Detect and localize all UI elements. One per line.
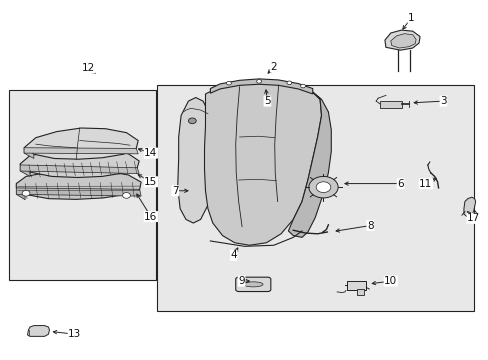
- Circle shape: [308, 176, 337, 198]
- Bar: [356, 289, 363, 296]
- Bar: [379, 101, 401, 108]
- Polygon shape: [24, 148, 138, 154]
- Circle shape: [256, 80, 261, 83]
- Polygon shape: [16, 188, 141, 196]
- Bar: [9, 90, 156, 280]
- Text: 1: 1: [407, 13, 414, 23]
- Polygon shape: [288, 92, 330, 237]
- Polygon shape: [204, 81, 321, 245]
- Text: 10: 10: [384, 276, 397, 286]
- Text: 4: 4: [230, 250, 237, 260]
- Polygon shape: [177, 98, 215, 223]
- Polygon shape: [24, 148, 34, 158]
- Text: 16: 16: [144, 212, 157, 221]
- Text: 2: 2: [270, 62, 277, 72]
- Polygon shape: [20, 165, 139, 174]
- Text: 3: 3: [439, 96, 446, 106]
- Circle shape: [316, 182, 330, 193]
- Circle shape: [226, 81, 231, 85]
- Text: 6: 6: [396, 179, 403, 189]
- Bar: [157, 85, 473, 311]
- Circle shape: [22, 190, 30, 196]
- FancyBboxPatch shape: [235, 277, 270, 292]
- Circle shape: [188, 118, 196, 124]
- Text: 8: 8: [366, 221, 373, 230]
- Circle shape: [300, 84, 305, 88]
- Text: 15: 15: [144, 177, 157, 187]
- Polygon shape: [390, 34, 415, 48]
- Text: 5: 5: [264, 96, 270, 106]
- Text: 7: 7: [172, 186, 178, 196]
- Polygon shape: [16, 170, 141, 199]
- Text: 14: 14: [144, 148, 157, 158]
- Polygon shape: [463, 197, 475, 217]
- Polygon shape: [210, 79, 312, 94]
- Text: 11: 11: [418, 179, 431, 189]
- Polygon shape: [384, 30, 419, 50]
- Text: 12: 12: [81, 63, 95, 73]
- Text: 13: 13: [68, 329, 81, 339]
- Circle shape: [286, 81, 291, 85]
- Text: 17: 17: [466, 213, 479, 223]
- Bar: [346, 282, 366, 291]
- Polygon shape: [16, 188, 25, 200]
- Circle shape: [122, 193, 130, 198]
- Polygon shape: [20, 165, 30, 176]
- Polygon shape: [20, 148, 139, 177]
- Polygon shape: [24, 128, 138, 159]
- Text: 9: 9: [238, 276, 244, 286]
- Polygon shape: [27, 325, 49, 336]
- Ellipse shape: [243, 282, 263, 287]
